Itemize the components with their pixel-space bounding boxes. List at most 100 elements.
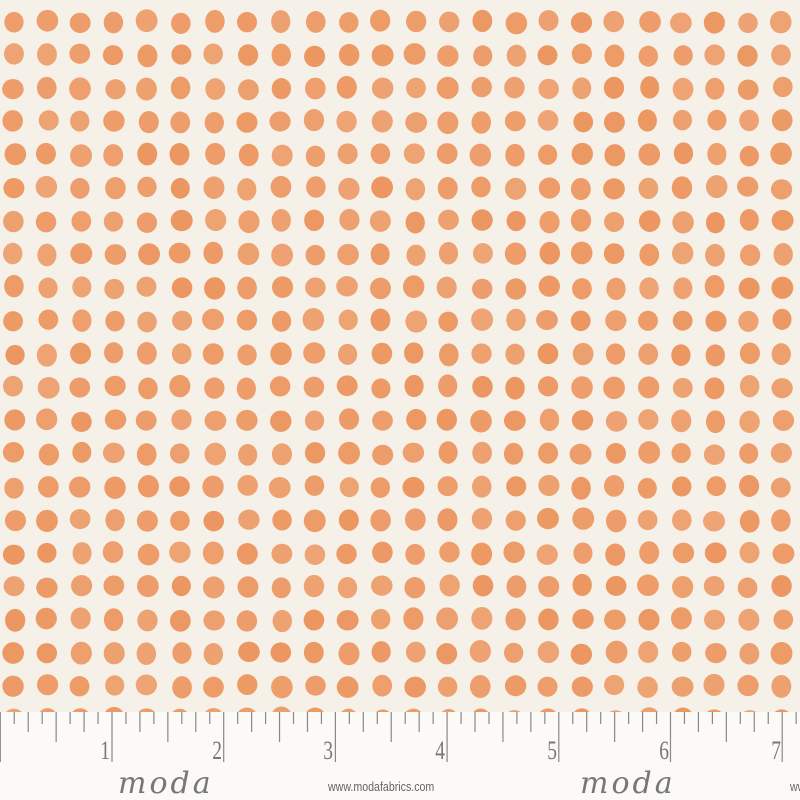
fabric-dot [336, 276, 358, 297]
fabric-dot [36, 509, 58, 532]
fabric-dot [104, 375, 126, 397]
fabric-dot [537, 45, 558, 66]
fabric-dot [171, 343, 192, 365]
fabric-dot [672, 77, 694, 101]
fabric-dot [102, 45, 124, 66]
fabric-dot [504, 242, 527, 265]
fabric-dot [436, 607, 458, 630]
fabric-dot [772, 543, 795, 564]
fabric-dot [472, 243, 493, 264]
fabric-dot [168, 242, 191, 264]
fabric-dot [3, 576, 25, 597]
fabric-dot [204, 377, 225, 399]
fabric-dot [236, 377, 256, 400]
fabric-dot [202, 343, 224, 365]
fabric-dot [503, 442, 524, 465]
fabric-dot [405, 641, 426, 663]
fabric-dot [604, 609, 626, 630]
fabric-dot [205, 142, 226, 165]
fabric-dot [739, 209, 759, 231]
fabric-dot [35, 211, 57, 233]
fabric-dot [403, 607, 424, 630]
fabric-dot [504, 76, 525, 99]
fabric-dot [303, 342, 326, 364]
fabric-dot [339, 477, 359, 498]
fabric-dot [71, 575, 93, 597]
fabric-dot [136, 341, 157, 365]
fabric-dot [505, 177, 527, 200]
fabric-dot [35, 175, 58, 198]
fabric-dot [536, 309, 558, 330]
fabric-dot [603, 178, 625, 200]
fabric-dot [35, 408, 58, 431]
fabric-dot [672, 542, 695, 564]
fabric-dot [304, 209, 325, 232]
fabric-dot [605, 310, 627, 332]
fabric-dot [136, 443, 157, 466]
fabric-dot [537, 376, 559, 397]
fabric-dot [703, 444, 726, 465]
fabric-dot [172, 676, 192, 699]
fabric-dot [103, 11, 124, 34]
fabric-dot [238, 44, 259, 66]
fabric-dot [571, 676, 593, 697]
fabric-dot [673, 277, 693, 300]
fabric-dot [771, 674, 792, 698]
fabric-dot [604, 144, 626, 167]
fabric-dot [739, 244, 761, 266]
fabric-dot [69, 77, 91, 101]
fabric-dot [639, 541, 660, 565]
fabric-dot [138, 243, 161, 266]
fabric-dot [70, 110, 90, 132]
fabric-dot [605, 575, 627, 596]
fabric-dot [605, 442, 626, 464]
fabric-dot [171, 575, 191, 597]
fabric-dot [103, 608, 124, 632]
fabric-dot [237, 576, 259, 598]
fabric-dot [38, 110, 59, 131]
fabric-dot [336, 609, 359, 631]
fabric-dot [436, 408, 457, 431]
fabric-dot [103, 211, 124, 232]
fabric-dot [504, 642, 524, 663]
fabric-dot [737, 674, 759, 697]
fabric-dot [371, 342, 393, 365]
fabric-dot [771, 209, 794, 231]
fabric-dot [71, 411, 92, 432]
fabric-dot [572, 278, 592, 300]
fabric-dot [4, 510, 26, 532]
fabric-dot [471, 343, 492, 364]
fabric-dot [170, 111, 191, 134]
fabric-dot [372, 444, 394, 466]
fabric-dot [739, 443, 759, 464]
fabric-dot [272, 609, 292, 633]
fabric-dot [538, 608, 559, 631]
fabric-dot [271, 209, 291, 232]
fabric-dot [204, 410, 227, 431]
fabric-dot [437, 508, 458, 532]
fabric-dot [2, 110, 23, 132]
fabric-dot [37, 542, 57, 563]
fabric-dot [672, 109, 692, 131]
fabric-dot [672, 575, 694, 599]
fabric-dot [538, 144, 558, 165]
fabric-dot [339, 12, 359, 33]
fabric-dot [436, 76, 459, 100]
fabric-dot [104, 476, 126, 499]
fabric-dot [406, 408, 427, 431]
fabric-dot [637, 509, 658, 531]
fabric-dot [638, 608, 660, 631]
fabric-dot [703, 11, 725, 34]
fabric-dot [505, 12, 528, 35]
fabric-dot [405, 211, 425, 234]
fabric-dot [271, 43, 291, 67]
fabric-dot [136, 510, 158, 532]
fabric-dot [304, 475, 325, 496]
fabric-dot [137, 44, 158, 68]
fabric-dot [638, 441, 661, 464]
fabric-dot [70, 177, 90, 199]
fabric-dot [671, 676, 694, 697]
fabric-dot [305, 11, 326, 33]
fabric-dot [303, 574, 325, 598]
fabric-dot [170, 76, 191, 100]
